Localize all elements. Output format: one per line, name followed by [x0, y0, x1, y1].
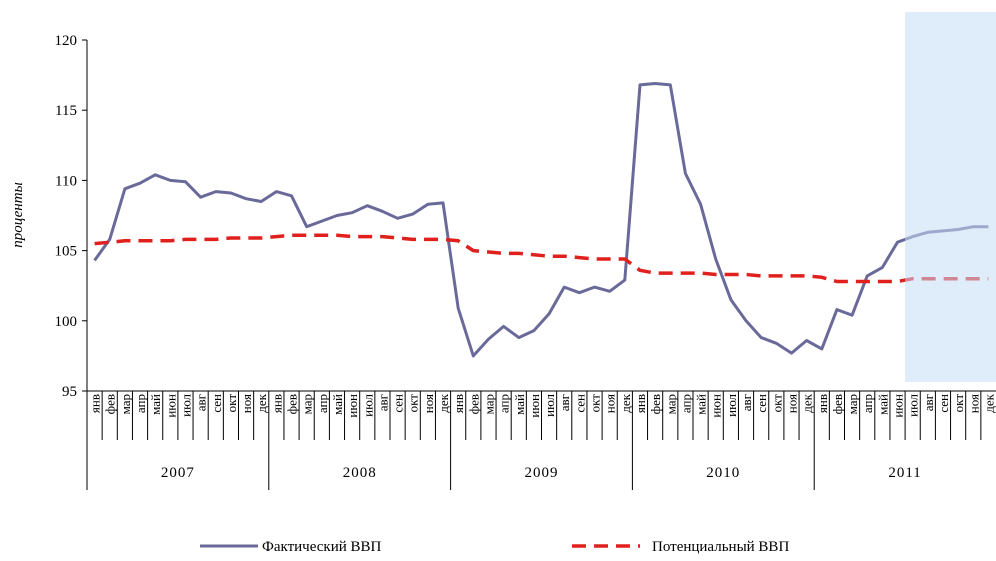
year-label: 2011	[888, 465, 921, 481]
x-tick-label: мар	[300, 394, 315, 414]
x-tick-label: мар	[481, 394, 496, 414]
x-tick-label: сен	[209, 394, 224, 413]
x-tick-label: ноя	[966, 394, 981, 413]
x-tick-label: дек	[436, 393, 451, 412]
y-tick-label: 120	[55, 33, 78, 49]
x-tick-label: сен	[936, 394, 951, 413]
legend-label: Потенциальный ВВП	[652, 539, 789, 555]
x-tick-label: фев	[830, 394, 845, 414]
year-label: 2008	[343, 465, 377, 481]
x-tick-label: мар	[118, 394, 133, 414]
y-tick-label: 115	[55, 103, 77, 119]
x-tick-label: мар	[845, 394, 860, 414]
x-tick-label: апр	[678, 394, 693, 413]
x-tick-label: май	[512, 394, 527, 415]
x-tick-label: ноя	[784, 394, 799, 413]
x-tick-label: апр	[860, 394, 875, 413]
x-tick-label: авг	[194, 394, 209, 411]
series-line	[94, 233, 989, 284]
series-line	[93, 82, 989, 358]
x-tick-label: фев	[466, 394, 481, 414]
legend-label: Фактический ВВП	[262, 539, 382, 555]
x-tick-label: янв	[815, 394, 830, 413]
x-tick-label: окт	[588, 394, 603, 413]
x-tick-label: дек	[254, 393, 269, 412]
x-tick-label: апр	[497, 394, 512, 413]
x-tick-label: авг	[921, 394, 936, 411]
x-tick-label: сен	[572, 394, 587, 413]
year-label: 2010	[706, 465, 740, 481]
x-tick-label: окт	[224, 394, 239, 413]
x-tick-label: июн	[527, 394, 542, 418]
x-tick-label: май	[148, 394, 163, 415]
x-tick-label: мар	[663, 394, 678, 414]
x-tick-label: фев	[285, 394, 300, 414]
x-tick-label: янв	[451, 394, 466, 413]
x-tick-label: окт	[769, 394, 784, 413]
x-tick-label: ноя	[239, 394, 254, 413]
x-tick-label: янв	[88, 394, 103, 413]
x-tick-label: июн	[163, 394, 178, 418]
year-label: 2007	[161, 465, 195, 481]
x-tick-label: ноя	[421, 394, 436, 413]
x-tick-label: апр	[133, 394, 148, 413]
x-tick-label: авг	[557, 394, 572, 411]
x-tick-label: июн	[345, 394, 360, 418]
y-tick-label: 105	[55, 244, 78, 260]
x-tick-label: май	[694, 394, 709, 415]
x-tick-label: май	[330, 394, 345, 415]
x-tick-label: май	[875, 394, 890, 415]
y-axis-label: проценты	[10, 182, 26, 247]
x-tick-label: июл	[542, 393, 557, 416]
x-tick-label: июн	[709, 394, 724, 418]
x-tick-label: сен	[754, 394, 769, 413]
x-tick-label: дек	[981, 393, 996, 412]
x-tick-label: апр	[315, 394, 330, 413]
x-tick-label: июл	[724, 393, 739, 416]
year-label: 2009	[525, 465, 559, 481]
x-tick-label: фев	[648, 394, 663, 414]
x-tick-label: фев	[103, 394, 118, 414]
x-tick-label: июн	[891, 394, 906, 418]
x-tick-label: окт	[951, 394, 966, 413]
x-tick-label: ноя	[603, 394, 618, 413]
x-tick-label: июл	[906, 393, 921, 416]
x-tick-label: авг	[739, 394, 754, 411]
x-tick-label: дек	[618, 393, 633, 412]
y-tick-label: 110	[55, 173, 77, 189]
x-tick-label: дек	[800, 393, 815, 412]
y-tick-label: 95	[62, 384, 77, 400]
x-tick-label: янв	[633, 394, 648, 413]
x-tick-label: июл	[178, 393, 193, 416]
x-tick-label: янв	[269, 394, 284, 413]
y-tick-label: 100	[55, 314, 78, 330]
x-tick-label: июл	[360, 393, 375, 416]
x-tick-label: окт	[406, 394, 421, 413]
x-tick-label: авг	[375, 394, 390, 411]
forecast-shade	[905, 12, 996, 382]
x-tick-label: сен	[391, 394, 406, 413]
